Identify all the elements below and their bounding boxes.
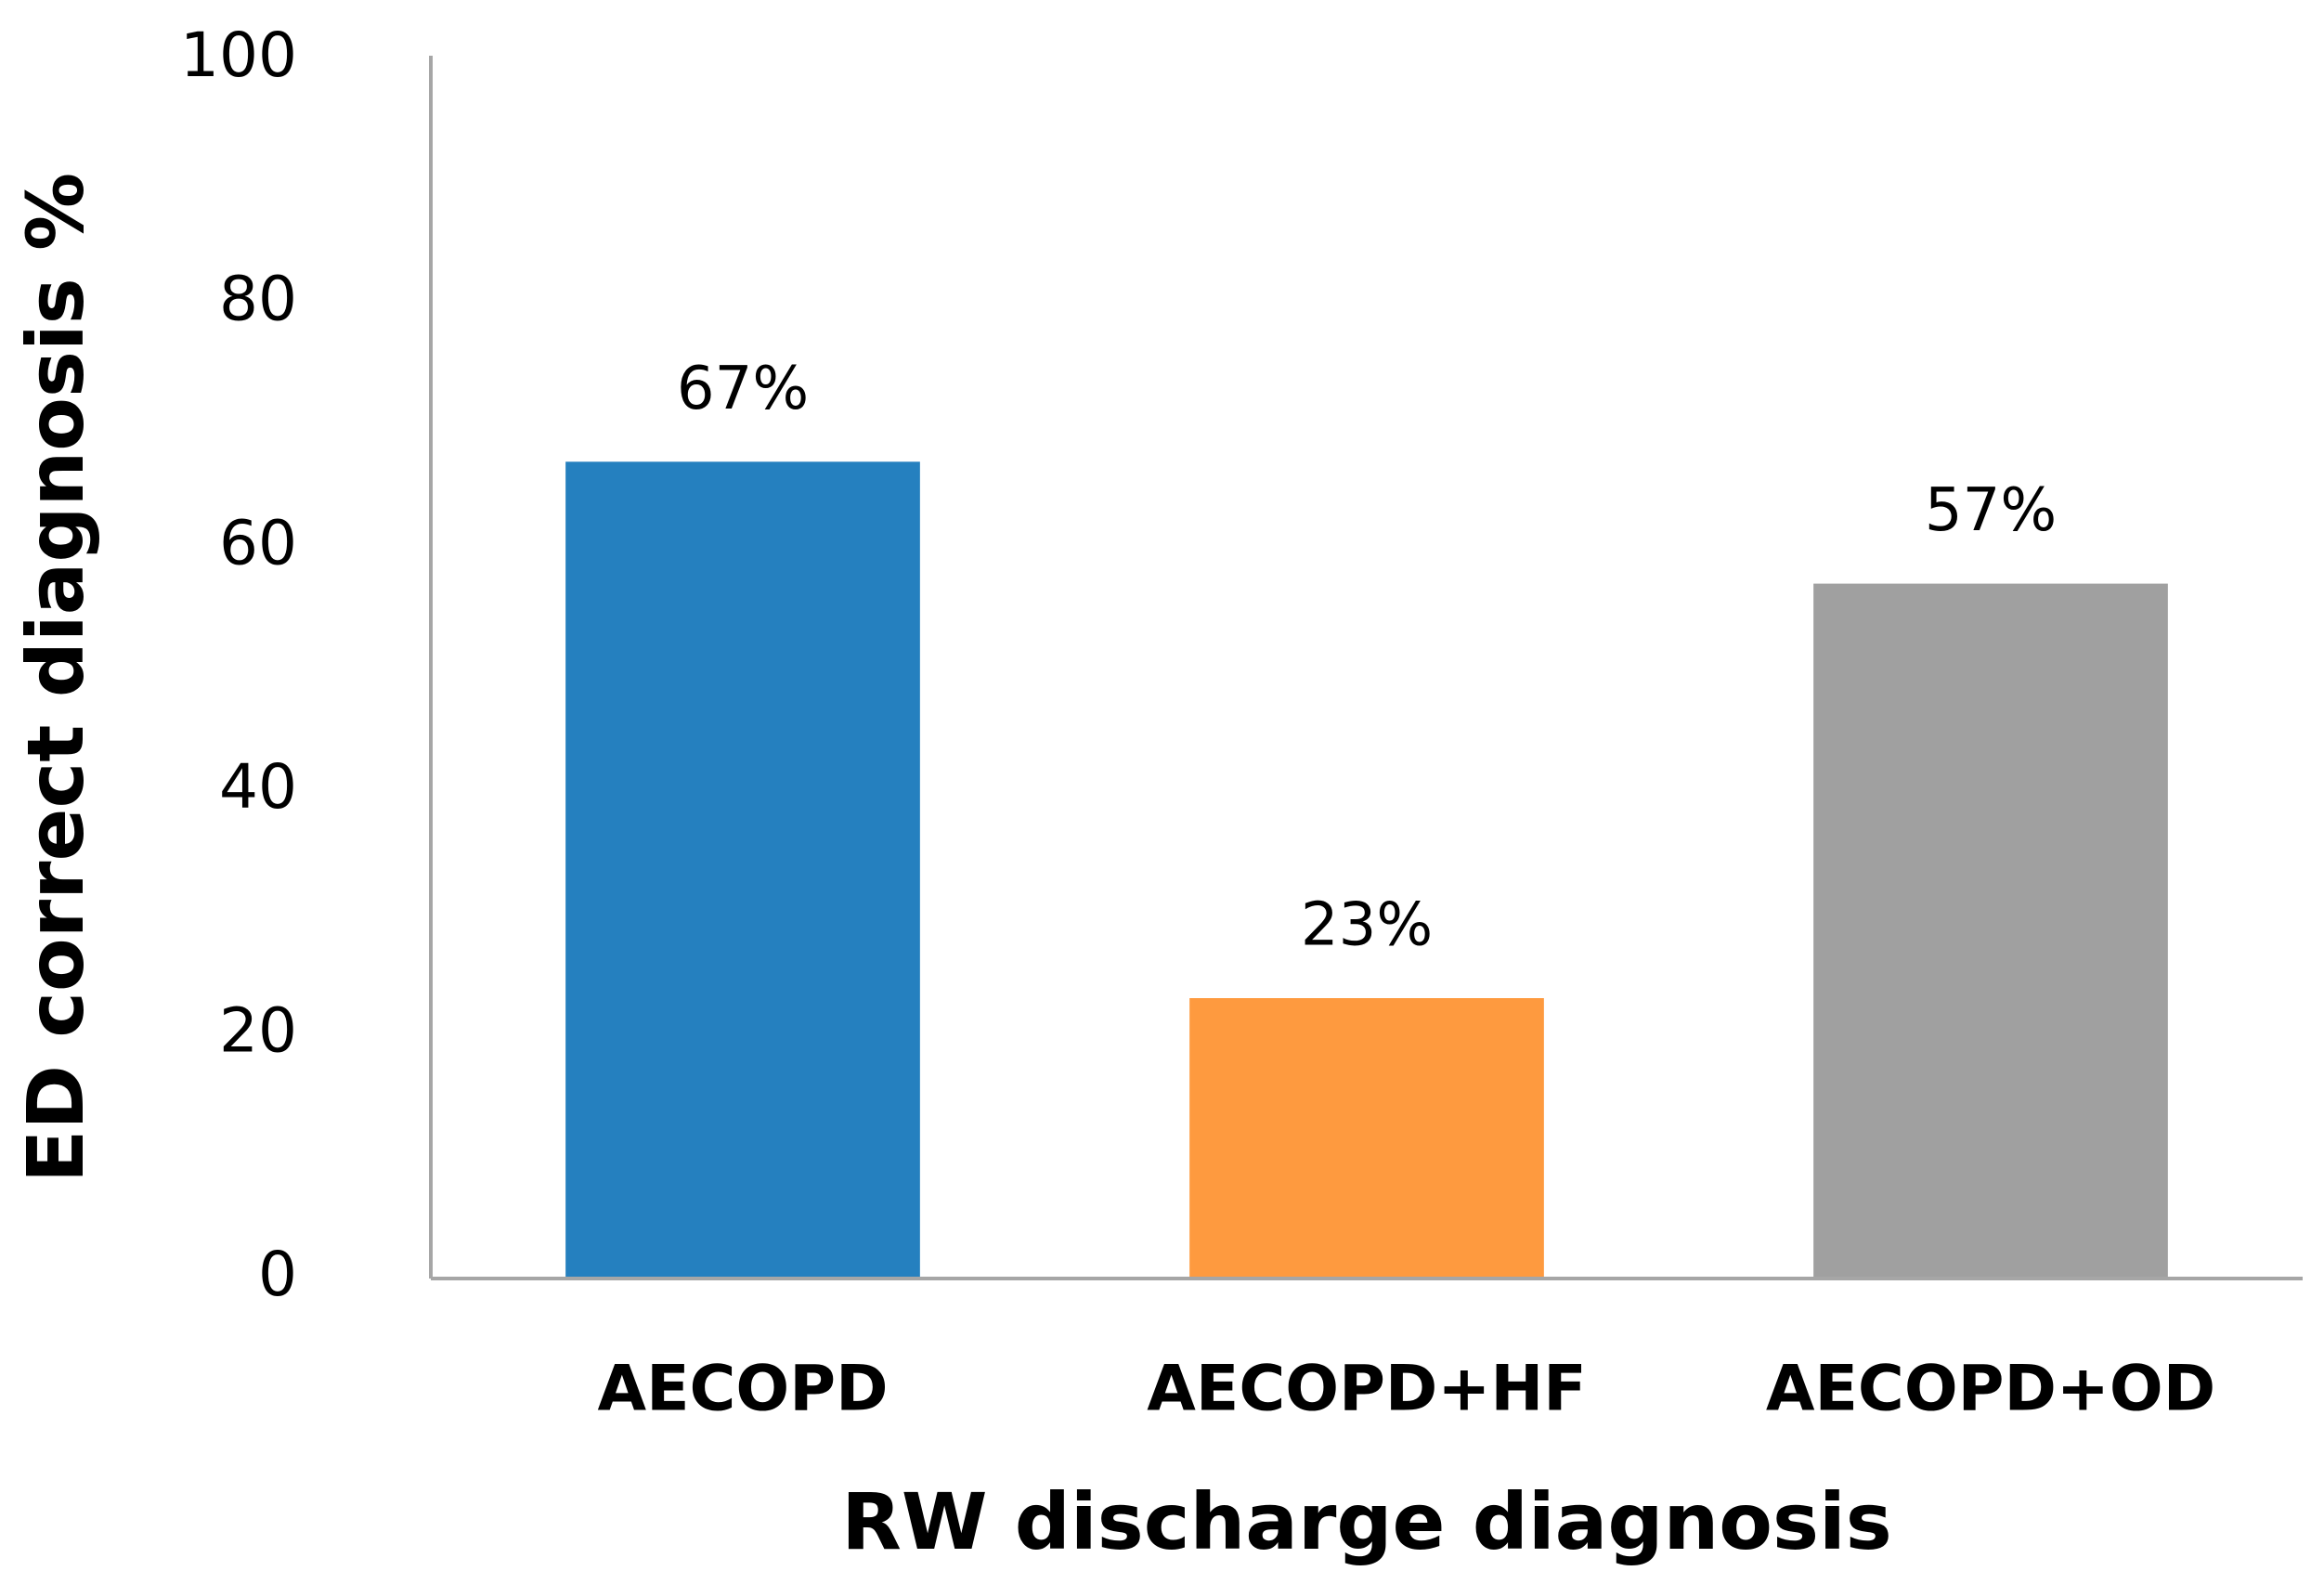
y-tick-label: 0	[258, 1239, 297, 1310]
x-tick-label: AECOPD+HF	[1147, 1353, 1586, 1426]
y-tick-label: 60	[219, 507, 297, 578]
x-axis-title: RW discharge diagnosis	[841, 1476, 1892, 1567]
y-tick-label: 40	[219, 751, 297, 823]
bar	[1813, 583, 2168, 1279]
y-tick-label: 100	[180, 19, 297, 91]
x-tick-label: AECOPD+OD	[1766, 1353, 2215, 1426]
y-tick-label: 80	[219, 264, 297, 335]
bar	[565, 461, 920, 1279]
value-label: 67%	[677, 355, 809, 423]
value-label: 23%	[1301, 891, 1433, 960]
x-tick-label: AECOPD	[597, 1353, 888, 1426]
bar	[1189, 998, 1544, 1279]
value-label: 57%	[1925, 476, 2057, 545]
y-tick-label: 20	[219, 994, 297, 1066]
y-axis-title: ED correct diagnosis %	[10, 173, 101, 1183]
